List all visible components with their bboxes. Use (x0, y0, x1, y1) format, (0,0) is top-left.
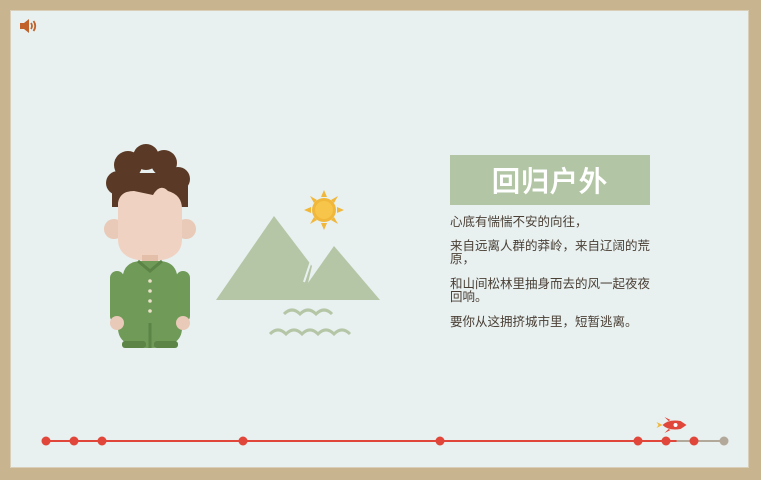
mountain-scene (216, 190, 380, 336)
timeline-stop-3[interactable] (97, 436, 107, 446)
timeline-stop-9[interactable] (719, 436, 729, 446)
face (118, 187, 182, 261)
paragraph-3: 和山间松林里抽身而去的风一起夜夜回响。 (450, 276, 651, 304)
mountain-right (296, 246, 380, 300)
body (118, 261, 182, 348)
timeline-stop-4[interactable] (238, 436, 248, 446)
mountain-left (216, 216, 312, 300)
speaker-icon (20, 19, 37, 33)
timeline-stop-5[interactable] (435, 436, 445, 446)
right-arm (176, 271, 190, 323)
paragraph-1: 心底有惴惴不安的向往， (450, 214, 588, 229)
timeline-stop-2[interactable] (69, 436, 79, 446)
paragraph-2: 来自远离人群的莽岭，来自辽阔的荒原， (450, 238, 651, 266)
timeline-stop-7[interactable] (661, 436, 671, 446)
timeline-stop-8[interactable] (689, 436, 699, 446)
sound-button[interactable] (19, 17, 39, 35)
page-title: 回归户外 (450, 155, 650, 205)
boy-illustration (104, 144, 196, 348)
sun-icon (304, 190, 344, 230)
paragraph-4: 要你从这拥挤城市里，短暂逃离。 (450, 314, 638, 329)
timeline-stop-1[interactable] (41, 436, 51, 446)
left-arm (110, 271, 124, 323)
rocket-icon (656, 417, 687, 433)
timeline-stop-6[interactable] (633, 436, 643, 446)
water-waves (268, 308, 352, 336)
timeline-navigation[interactable] (30, 405, 740, 455)
slide-frame: 回归户外 心底有惴惴不安的向往， 来自远离人群的莽岭，来自辽阔的荒原， 和山间松… (10, 10, 749, 468)
